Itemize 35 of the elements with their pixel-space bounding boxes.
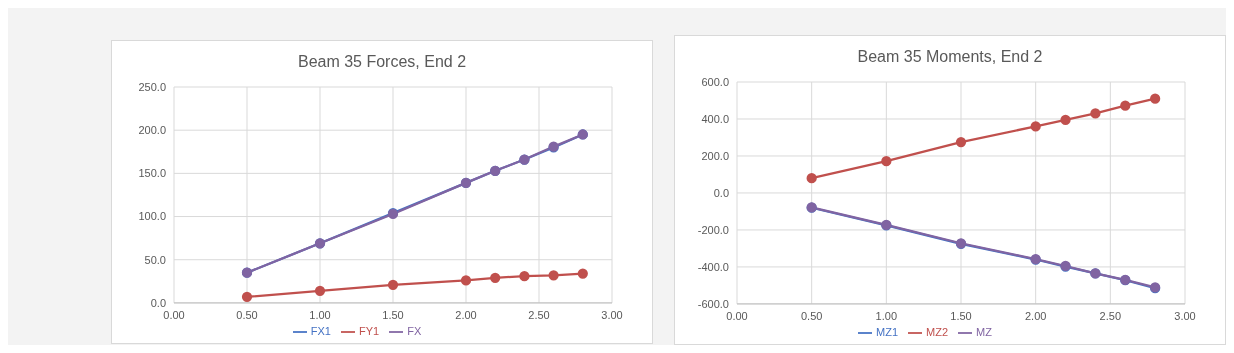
x-tick-label: 2.00 <box>455 308 477 321</box>
legend-label: FY1 <box>358 324 380 337</box>
x-tick-label: 0.50 <box>800 309 823 322</box>
y-tick-label: 200.0 <box>138 124 166 137</box>
y-tick-label: 200.0 <box>701 149 729 162</box>
x-tick-label: 0.00 <box>726 309 748 322</box>
chart-title: Beam 35 Moments, End 2 <box>856 48 1044 67</box>
legend-label: MZ2 <box>926 325 949 338</box>
y-tick-label: 0.0 <box>713 186 729 199</box>
x-tick-label: 3.00 <box>601 308 623 321</box>
x-tick-label: 1.00 <box>309 308 331 321</box>
x-tick-label: 1.50 <box>950 309 972 322</box>
x-tick-label: 1.50 <box>382 308 404 321</box>
x-tick-label: 2.00 <box>1024 309 1047 322</box>
x-tick-label: 2.50 <box>1099 309 1122 322</box>
y-tick-label: 0.0 <box>150 296 166 309</box>
legend-label: MZ <box>976 325 992 338</box>
legend-label: MZ1 <box>876 325 899 338</box>
x-tick-label: 3.00 <box>1174 309 1196 322</box>
y-tick-label: -200.0 <box>697 223 729 236</box>
y-tick-label: 600.0 <box>701 75 729 88</box>
x-tick-label: 0.50 <box>236 308 258 321</box>
legend-label: FX <box>407 324 422 337</box>
legend-label: FX1 <box>310 324 331 337</box>
y-tick-label: 400.0 <box>701 112 729 125</box>
y-tick-label: 100.0 <box>138 210 166 223</box>
y-tick-label: -400.0 <box>697 260 729 273</box>
y-tick-label: 50.0 <box>144 253 166 266</box>
x-tick-label: 0.00 <box>163 308 185 321</box>
y-tick-label: -600.0 <box>697 297 729 310</box>
y-tick-label: 250.0 <box>138 80 166 93</box>
y-tick-label: 150.0 <box>138 167 166 180</box>
chart-title: Beam 35 Forces, End 2 <box>296 53 468 72</box>
x-tick-label: 1.00 <box>875 309 898 322</box>
x-tick-label: 2.50 <box>528 308 550 321</box>
